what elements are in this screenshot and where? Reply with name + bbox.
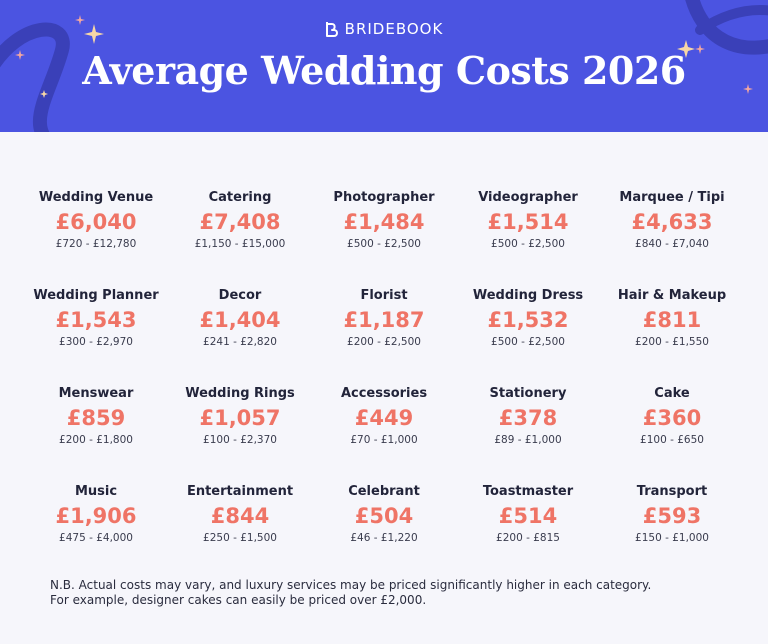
cost-card: Menswear £859 £200 - £1,800 [24,384,168,482]
cost-card: Catering £7,408 £1,150 - £15,000 [168,188,312,286]
category-label: Cake [654,386,690,401]
category-label: Transport [636,484,708,499]
cost-card: Celebrant £504 £46 - £1,220 [312,482,456,580]
cost-card: Music £1,906 £475 - £4,000 [24,482,168,580]
average-price: £1,057 [199,406,281,430]
average-price: £449 [354,406,414,430]
category-label: Celebrant [348,484,420,499]
cost-card: Wedding Venue £6,040 £720 - £12,780 [24,188,168,286]
cost-row: Menswear £859 £200 - £1,800 Wedding Rings £1… [24,384,744,482]
cost-card: Wedding Dress £1,532 £500 - £2,500 [456,286,600,384]
category-label: Wedding Dress [472,288,584,303]
category-label: Toastmaster [482,484,574,499]
average-price: £4,633 [631,210,713,234]
cost-card: Stationery £378 £89 - £1,000 [456,384,600,482]
average-price: £1,484 [343,210,425,234]
average-price: £1,532 [487,308,569,332]
category-label: Entertainment [186,484,294,499]
cost-card: Accessories £449 £70 - £1,000 [312,384,456,482]
cost-card: Entertainment £844 £250 - £1,500 [168,482,312,580]
price-range: £200 - £815 [496,532,560,544]
price-range: £100 - £650 [640,434,704,446]
footnote-line-1: N.B. Actual costs may vary, and luxury s… [50,578,652,592]
footnote-line-2: For example, designer cakes can easily b… [50,593,427,607]
category-label: Florist [360,288,408,303]
cost-card: Photographer £1,484 £500 - £2,500 [312,188,456,286]
header-banner: BRIDEBOOK Average Wedding Costs 2026 [0,0,768,132]
price-range: £46 - £1,220 [350,532,418,544]
price-range: £200 - £1,800 [59,434,133,446]
price-range: £840 - £7,040 [635,238,709,250]
average-price: £844 [210,504,270,528]
category-label: Music [74,484,118,499]
category-label: Hair & Makeup [617,288,727,303]
bridebook-logo-icon [325,22,338,37]
cost-card: Transport £593 £150 - £1,000 [600,482,744,580]
cost-card: Marquee / Tipi £4,633 £840 - £7,040 [600,188,744,286]
category-label: Videographer [478,190,578,205]
price-range: £1,150 - £15,000 [194,238,286,250]
average-price: £1,514 [487,210,569,234]
average-price: £6,040 [55,210,137,234]
footnote: N.B. Actual costs may vary, and luxury s… [50,578,651,608]
category-label: Accessories [340,386,428,401]
price-range: £200 - £2,500 [347,336,421,348]
category-label: Menswear [58,386,134,401]
category-label: Decor [218,288,262,303]
price-range: £89 - £1,000 [494,434,562,446]
price-range: £300 - £2,970 [59,336,133,348]
cost-card: Cake £360 £100 - £650 [600,384,744,482]
cost-card: Decor £1,404 £241 - £2,820 [168,286,312,384]
price-range: £100 - £2,370 [203,434,277,446]
cost-row: Wedding Planner £1,543 £300 - £2,970 Decor £… [24,286,744,384]
category-label: Stationery [489,386,567,401]
cost-row: Music £1,906 £475 - £4,000 Entertainment £84… [24,482,744,580]
average-price: £378 [498,406,558,430]
average-price: £360 [642,406,702,430]
cost-card: Toastmaster £514 £200 - £815 [456,482,600,580]
category-label: Photographer [333,190,435,205]
cost-row: Wedding Venue £6,040 £720 - £12,780 Caterin… [24,188,744,286]
price-range: £241 - £2,820 [203,336,277,348]
price-range: £200 - £1,550 [635,336,709,348]
average-price: £1,543 [55,308,137,332]
price-range: £70 - £1,000 [350,434,418,446]
cost-card: Wedding Rings £1,057 £100 - £2,370 [168,384,312,482]
price-range: £500 - £2,500 [491,238,565,250]
average-price: £859 [66,406,126,430]
average-price: £7,408 [199,210,281,234]
price-range: £720 - £12,780 [55,238,137,250]
category-label: Marquee / Tipi [619,190,725,205]
cost-grid: Wedding Venue £6,040 £720 - £12,780 Caterin… [24,188,744,580]
category-label: Catering [208,190,272,205]
average-price: £593 [642,504,702,528]
price-range: £475 - £4,000 [59,532,133,544]
cost-card: Wedding Planner £1,543 £300 - £2,970 [24,286,168,384]
category-label: Wedding Planner [33,288,159,303]
cost-card: Videographer £1,514 £500 - £2,500 [456,188,600,286]
brand: BRIDEBOOK [0,20,768,38]
price-range: £500 - £2,500 [347,238,421,250]
category-label: Wedding Rings [185,386,295,401]
category-label: Wedding Venue [38,190,154,205]
average-price: £504 [354,504,414,528]
average-price: £811 [642,308,702,332]
average-price: £514 [498,504,558,528]
cost-card: Florist £1,187 £200 - £2,500 [312,286,456,384]
average-price: £1,187 [343,308,425,332]
cost-card: Hair & Makeup £811 £200 - £1,550 [600,286,744,384]
price-range: £500 - £2,500 [491,336,565,348]
average-price: £1,404 [199,308,281,332]
sparkle-icon [15,15,753,98]
page-title: Average Wedding Costs 2026 [82,48,686,93]
average-price: £1,906 [55,504,137,528]
decorative-swirls [0,0,768,132]
price-range: £250 - £1,500 [203,532,277,544]
brand-name: BRIDEBOOK [344,20,444,38]
price-range: £150 - £1,000 [635,532,709,544]
